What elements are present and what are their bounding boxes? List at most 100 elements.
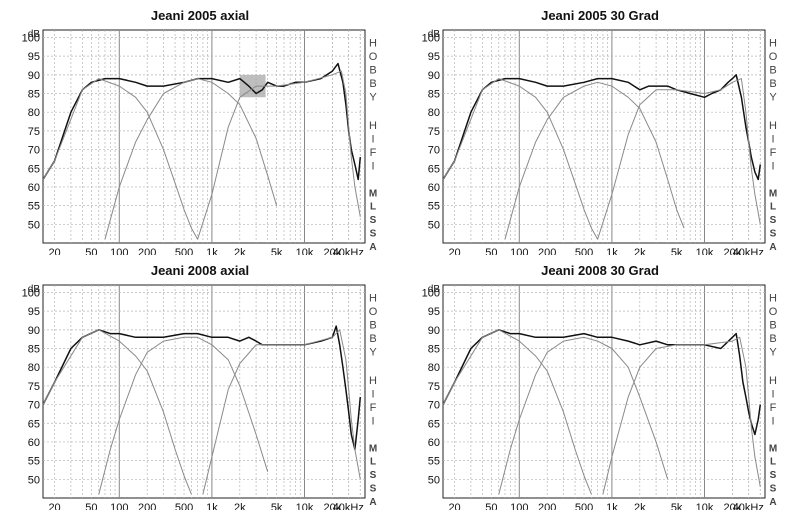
side-label: O <box>369 306 378 318</box>
x-tick-label: 5k <box>271 502 283 510</box>
chart-title: Jeani 2008 axial <box>150 263 250 278</box>
plot-area <box>42 284 366 499</box>
y-tick-label: 95 <box>428 51 440 63</box>
side-label: A <box>769 242 776 253</box>
side-label: H <box>369 38 377 50</box>
frequency-response-chart: 100 95 90 85 80 75 70 65 60 55 50 dB 20 50 100 200 500 1k… <box>422 284 778 514</box>
side-label: F <box>770 402 777 414</box>
y-tick-label: 65 <box>28 163 40 175</box>
x-tick-label: 200 <box>538 247 556 255</box>
x-tick-label: 1k <box>206 502 218 510</box>
y-axis-label: dB <box>28 29 41 40</box>
side-label: S <box>370 470 377 481</box>
x-tick-label: 20 <box>48 247 60 255</box>
side-label: S <box>770 470 777 481</box>
y-tick-label: 80 <box>428 362 440 374</box>
side-label: B <box>769 64 776 76</box>
y-tick-label: 60 <box>28 437 40 449</box>
side-label: F <box>370 402 377 414</box>
side-label: B <box>369 333 376 345</box>
side-label: I <box>371 134 374 146</box>
y-tick-label: 95 <box>428 306 440 318</box>
side-label: B <box>769 78 776 90</box>
y-tick-label: 80 <box>28 362 40 374</box>
side-label: I <box>371 415 374 427</box>
x-tick-label: 500 <box>175 247 193 255</box>
series-line-woofer <box>442 329 592 495</box>
side-label: S <box>770 484 777 495</box>
y-tick-label: 85 <box>428 89 440 101</box>
x-tick-label: 100 <box>110 502 128 510</box>
side-label: A <box>369 242 376 253</box>
x-tick-label: 5k <box>271 247 283 255</box>
x-tick-label: 2k <box>234 502 246 510</box>
x-tick-label: 10k <box>696 502 714 510</box>
side-label: Y <box>769 91 777 103</box>
series-line-tweeter <box>597 78 761 240</box>
y-tick-label: 100 <box>422 287 440 299</box>
x-tick-label: 10k <box>696 247 714 255</box>
x-tick-label: 50 <box>85 247 97 255</box>
frequency-response-chart: 100 95 90 85 80 75 70 65 60 55 50 dB 20 50 100 200 500 1k… <box>22 29 378 259</box>
y-axis-label: dB <box>428 284 441 295</box>
x-tick-label: 20 <box>48 502 60 510</box>
side-label: I <box>771 134 774 146</box>
y-tick-label: 50 <box>28 474 40 486</box>
side-label: H <box>369 120 377 132</box>
y-tick-label: 90 <box>428 70 440 82</box>
side-label: H <box>369 293 377 305</box>
chart-title: Jeani 2005 30 Grad <box>541 8 659 23</box>
x-tick-label: 40kHz <box>333 247 364 255</box>
side-label: B <box>369 78 376 90</box>
side-label: Y <box>769 346 777 358</box>
side-label: F <box>770 147 777 159</box>
y-tick-label: 95 <box>28 51 40 63</box>
chart-panel-2008-axial: Jeani 2008 axial 100 95 90 85 80 75 70 65 60 55 50… <box>0 255 400 514</box>
side-label: M <box>769 443 777 454</box>
y-tick-label: 95 <box>28 306 40 318</box>
chart-panel-2005-axial: Jeani 2005 axial 100 95 90 85 80 75 70 65 60 55 50… <box>0 0 400 259</box>
series-line-midrange <box>504 81 685 240</box>
series-line-woofer <box>42 329 192 495</box>
series-line-woofer <box>42 78 199 240</box>
side-label: H <box>769 375 777 387</box>
y-tick-label: 100 <box>22 32 40 44</box>
y-tick-label: 50 <box>428 474 440 486</box>
x-tick-label: 1k <box>606 502 618 510</box>
x-tick-label: 20 <box>448 247 460 255</box>
x-tick-label: 200 <box>138 247 156 255</box>
y-tick-label: 75 <box>428 126 440 138</box>
x-tick-label: 500 <box>575 247 593 255</box>
side-label: I <box>771 160 774 172</box>
x-tick-label: 10k <box>296 247 314 255</box>
y-tick-label: 55 <box>28 456 40 468</box>
plot-area <box>42 29 366 244</box>
x-tick-label: 40kHz <box>733 502 764 510</box>
x-tick-label: 200 <box>538 502 556 510</box>
y-tick-label: 55 <box>428 201 440 213</box>
y-tick-label: 100 <box>22 287 40 299</box>
side-label: H <box>769 293 777 305</box>
y-tick-label: 60 <box>28 182 40 194</box>
frequency-response-chart: 100 95 90 85 80 75 70 65 60 55 50 dB 20 50 100 200 500 1k… <box>22 284 378 514</box>
series-line-tweeter <box>197 70 361 240</box>
side-label: S <box>370 215 377 226</box>
y-tick-label: 70 <box>428 400 440 412</box>
side-label: M <box>369 188 377 199</box>
side-label: O <box>369 51 378 63</box>
chart-panel-2005-30-grad: Jeani 2005 30 Grad 100 95 90 85 80 75 70 65 60 55… <box>400 0 800 259</box>
side-label: I <box>371 160 374 172</box>
x-tick-label: 200 <box>138 502 156 510</box>
x-tick-label: 100 <box>110 247 128 255</box>
chart-title: Jeani 2005 axial <box>150 8 250 23</box>
side-label: S <box>370 229 377 240</box>
y-tick-label: 70 <box>28 145 40 157</box>
x-tick-label: 40kHz <box>333 502 364 510</box>
y-tick-label: 50 <box>428 219 440 231</box>
series-line-woofer <box>442 78 599 240</box>
side-label: H <box>769 120 777 132</box>
y-tick-label: 65 <box>28 418 40 430</box>
y-tick-label: 65 <box>428 163 440 175</box>
x-tick-label: 50 <box>85 502 97 510</box>
side-label: L <box>370 457 376 468</box>
